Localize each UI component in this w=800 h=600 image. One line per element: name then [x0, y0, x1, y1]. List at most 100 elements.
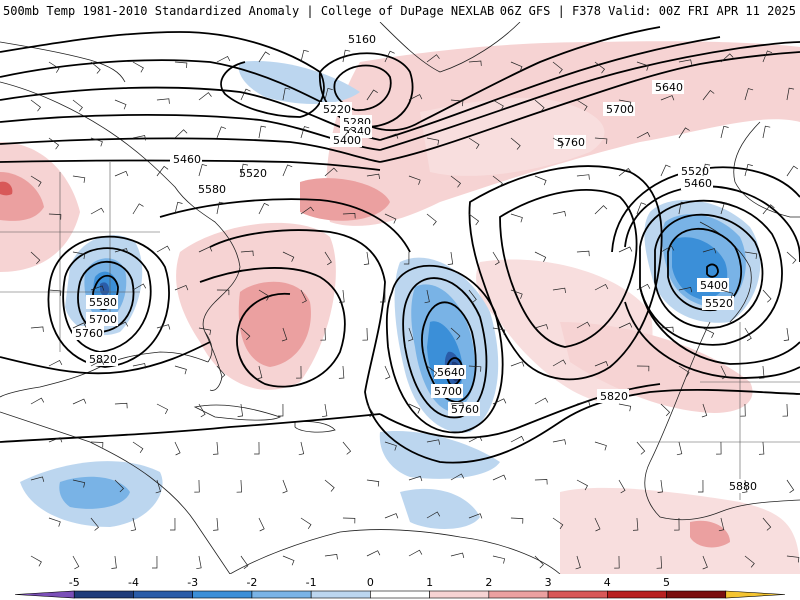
wind-barb-icon [282, 251, 295, 262]
colorbar-tick-labels: -5 -4 -3 -2 -1 0 1 2 3 4 5 [69, 576, 670, 589]
wind-barb-icon [384, 513, 399, 519]
contour-label: 5640 [655, 81, 683, 94]
wind-barb-icon [72, 251, 86, 260]
wind-barb-icon [636, 202, 646, 215]
wind-barb-icon [362, 327, 368, 341]
wind-barb-icon [366, 550, 381, 557]
wind-barb-icon [338, 365, 345, 379]
wind-barb-icon [576, 99, 588, 111]
colorbar-swatch [251, 590, 312, 599]
wind-barb-icon [786, 251, 797, 264]
wind-barb-icon [510, 213, 523, 223]
wind-barb-icon [720, 53, 734, 63]
colorbar-swatch [310, 590, 371, 599]
wind-barb-icon [450, 327, 461, 340]
colorbar-swatches [14, 590, 786, 599]
wind-barb-icon [384, 50, 395, 63]
wind-barb-icon [132, 135, 147, 141]
wind-barb-icon [660, 95, 675, 101]
wind-barb-icon [300, 206, 314, 215]
wind-barb-icon [720, 365, 727, 380]
colorbar-swatch [725, 590, 786, 599]
wind-barb-icon [534, 555, 544, 569]
wind-barb-icon [702, 327, 715, 338]
colorbar-tick-label: -3 [187, 576, 198, 589]
wind-barb-icon [758, 441, 765, 455]
wind-barb-icon [762, 125, 771, 139]
wind-barb-icon [114, 321, 129, 329]
wind-barb-icon [618, 479, 626, 494]
wind-barb-icon [174, 284, 189, 291]
wind-barb-icon [366, 89, 378, 101]
wind-barb-icon [342, 517, 356, 524]
wind-barb-icon [258, 125, 267, 139]
color-scale-legend: -5 -4 -3 -2 -1 0 1 2 3 4 5 [0, 574, 800, 600]
wind-barb-icon [132, 203, 144, 215]
wind-barb-icon [48, 137, 60, 150]
colorbar-swatch [429, 590, 490, 599]
wind-barb-icon [716, 441, 722, 455]
wind-barb-icon [594, 441, 607, 451]
wind-barb-icon [366, 479, 380, 487]
wind-barb-icon [424, 289, 430, 304]
wind-barb-icon [718, 517, 725, 532]
wind-barb-icon [72, 555, 80, 570]
wind-barb-icon [552, 287, 566, 294]
wind-barb-icon [759, 365, 765, 379]
wind-barb-icon [450, 99, 464, 107]
wind-barb-icon [744, 163, 753, 177]
wind-barb-icon [216, 56, 231, 63]
wind-barb-icon [636, 61, 649, 71]
wind-barb-icon [678, 127, 690, 139]
contour-label: 5520 [239, 167, 267, 180]
wind-barb-icon [258, 517, 265, 532]
wind-barb-icon [258, 289, 270, 301]
colorbar-tick-label: 1 [426, 576, 433, 589]
wind-barb-icon [534, 479, 548, 485]
contour-label: 5640 [437, 366, 465, 379]
wind-barb-icon [510, 61, 523, 72]
wind-barb-icon [534, 99, 545, 112]
wind-barb-icon [510, 517, 524, 524]
height-contours [0, 26, 800, 464]
wind-barb-icon [155, 479, 161, 494]
wind-barb-icon [632, 517, 639, 531]
wind-barb-icon [702, 163, 711, 177]
wind-barb-icon [618, 99, 632, 108]
wind-barb-icon [534, 251, 547, 262]
wind-barb-icon [426, 439, 441, 445]
wind-barb-icon [174, 365, 187, 375]
wind-barb-icon [468, 137, 480, 149]
wind-barb-icon [576, 250, 590, 257]
wind-barb-icon [786, 165, 798, 177]
wind-barb-icon [114, 170, 129, 177]
wind-barb-icon [30, 476, 45, 482]
contour-label: 5400 [333, 134, 361, 147]
wind-barb-icon [339, 289, 345, 303]
wind-barb-icon [300, 126, 310, 139]
contour-label: 5820 [600, 390, 628, 403]
wind-barb-icon [198, 403, 206, 418]
wind-barb-icon [324, 479, 335, 492]
wind-barb-icon [426, 54, 440, 63]
contour-label: 5520 [705, 297, 733, 310]
wind-barb-icon [636, 131, 651, 139]
wind-barb-icon [744, 555, 755, 568]
wind-barb-icon [196, 555, 202, 570]
wind-barb-icon [492, 555, 506, 564]
wind-barb-icon [72, 398, 87, 405]
wind-barb-icon [782, 403, 788, 417]
wind-barb-icon [660, 326, 674, 333]
contour-label: 5580 [198, 183, 226, 196]
colorbar-tick-label: 4 [604, 576, 611, 589]
wind-barb-icon [366, 403, 375, 418]
contour-label: 5760 [557, 136, 585, 149]
wind-barb-icon [111, 555, 117, 569]
wind-barb-icon [678, 201, 687, 215]
wind-barb-icon [657, 479, 663, 493]
wind-barb-icon [534, 324, 549, 330]
wind-barb-icon [72, 99, 83, 112]
wind-barb-icon [720, 202, 730, 215]
wind-barb-icon [72, 175, 86, 183]
wind-barb-icon [90, 207, 105, 215]
